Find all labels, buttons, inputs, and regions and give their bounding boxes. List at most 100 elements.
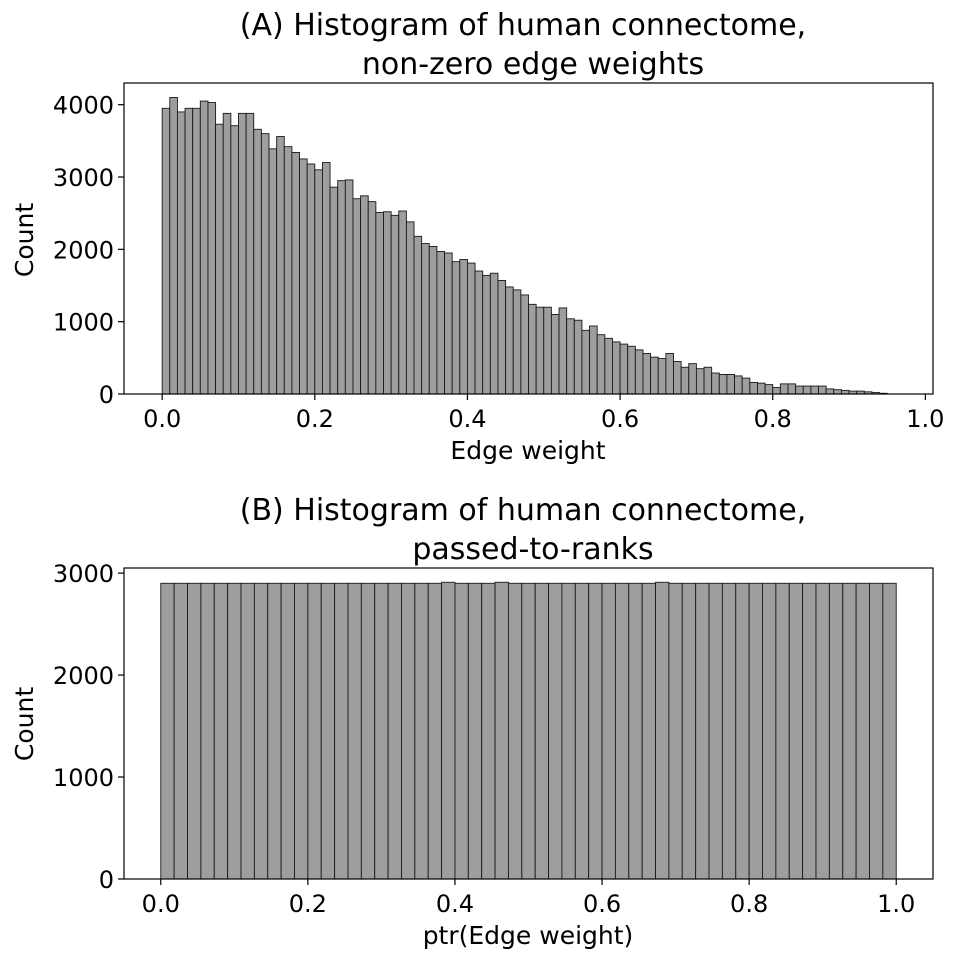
x-tick-label: 0.4 [448,405,486,433]
histogram-bar [240,582,255,880]
histogram-bar [413,235,423,395]
bars-a [161,97,888,395]
histogram-bar [628,582,643,880]
histogram-bar [253,128,262,395]
histogram-bar [489,272,499,395]
histogram-bar [772,387,781,395]
histogram-bar [427,582,443,880]
histogram-bar [291,151,300,395]
histogram-bar [367,201,377,395]
histogram-bar [441,581,456,880]
plot-frame-b [123,567,934,880]
histogram-bar [383,211,392,395]
histogram-bar [614,582,630,880]
histogram-bar [680,366,690,395]
histogram-bar [855,582,870,880]
histogram-bar [329,186,339,395]
histogram-bar [428,246,438,395]
histogram-bar [833,389,842,395]
histogram-bar [787,383,797,395]
x-axis-label-b: ptr(Edge weight) [423,921,634,950]
histogram-bar [788,582,804,880]
histogram-bar [711,372,720,395]
histogram-bar [444,252,453,395]
chart-title-a: (A) Histogram of human connectome, [240,8,806,43]
y-tick-label: 0 [99,866,114,894]
histogram-bar [401,582,416,880]
histogram-bar [735,582,750,880]
histogram-bar [184,107,194,395]
histogram-bar [810,385,819,395]
y-tick-label: 0 [99,381,114,409]
x-tick-label: 1.0 [877,890,915,918]
y-ticks-a: 0 1000 2000 3000 4000 [53,92,124,409]
x-tick-label: 0.2 [296,405,334,433]
x-tick-label: 0.6 [601,405,639,433]
histogram-bar [779,383,789,395]
histogram-bar [762,582,777,880]
histogram-bar [436,251,445,395]
histogram-bar [588,582,603,880]
histogram-bar [294,582,309,880]
histogram-bar [550,313,560,395]
histogram-bar [507,582,523,880]
histogram-bar [634,349,644,395]
histogram-bar [299,158,308,395]
histogram-bar [414,582,429,880]
histogram-bar [795,385,804,395]
histogram-bar [321,162,331,395]
histogram-bar [405,221,415,395]
histogram-bar [494,581,509,880]
histogram-bar [482,274,491,395]
histogram-bar [869,582,884,880]
histogram-bar [642,353,652,395]
histogram-bar [775,582,790,880]
histogram-bar [497,279,507,395]
histogram-bar [561,582,576,880]
histogram-bar [238,112,247,395]
chart-subtitle-a: non-zero edge weights [362,47,704,82]
histogram-bar [280,582,295,880]
histogram-bar [230,125,239,395]
histogram-bar [802,385,812,395]
histogram-bar [748,582,763,880]
histogram-bar [681,582,697,880]
histogram-bar [749,381,758,395]
histogram-bar [337,180,346,395]
histogram-bar [466,262,476,395]
histogram-bar [655,581,670,880]
histogram-bar [815,582,830,880]
histogram-bar [227,582,242,880]
x-tick-label: 0.4 [436,890,474,918]
histogram-bar [543,306,552,395]
histogram-bar [161,107,171,395]
histogram-bar [360,582,376,880]
histogram-bar [505,286,514,395]
histogram-bar [757,382,766,395]
histogram-bar [215,123,224,395]
histogram-bar [387,582,402,880]
histogram-bar [260,133,270,395]
histogram-bar [566,318,575,395]
histogram-bar [454,582,469,880]
x-tick-label: 0.6 [583,890,621,918]
histogram-bar [347,582,362,880]
histogram-bar [352,198,362,395]
x-tick-label: 0.8 [754,405,792,433]
histogram-bar [176,111,186,395]
histogram-bar [558,307,568,395]
x-tick-label: 1.0 [906,405,944,433]
histogram-bar [641,582,656,880]
histogram-bar [764,384,774,395]
histogram-bar [534,582,550,880]
histogram-bar [619,343,629,395]
histogram-bar [708,582,723,880]
histogram-bar [276,136,285,395]
histogram-bar [307,582,322,880]
x-tick-label: 0.0 [142,890,180,918]
histogram-bar [375,212,384,395]
histogram-bar [548,582,563,880]
histogram-bar [665,353,674,395]
histogram-bar [222,112,232,395]
